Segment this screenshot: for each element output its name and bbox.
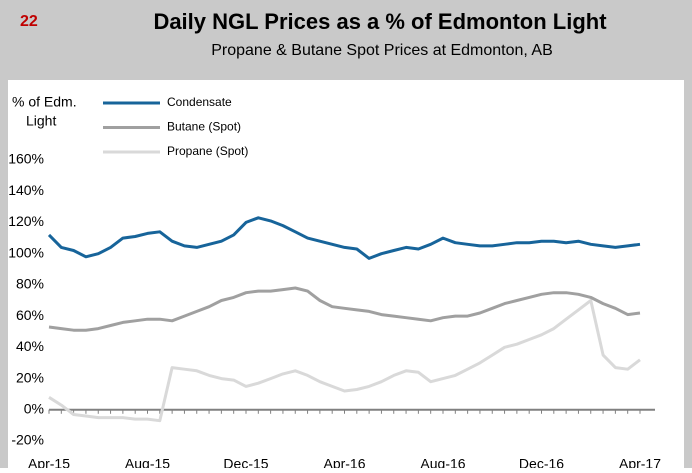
y-tick-label: 100%	[8, 244, 44, 260]
line-series	[48, 299, 641, 423]
x-tick-label: Aug-15	[125, 456, 170, 468]
x-tick-label: Dec-15	[223, 456, 268, 468]
legend-label: Butane (Spot)	[167, 120, 241, 134]
y-tick-label: 160%	[8, 151, 44, 167]
line-series	[47, 216, 641, 260]
x-tick-label: Apr-16	[323, 456, 365, 468]
x-tick-label: Aug-16	[420, 456, 465, 468]
y-tick-label: 40%	[16, 338, 44, 354]
chart-title: Daily NGL Prices as a % of Edmonton Ligh…	[153, 9, 607, 34]
y-tick-label: 0%	[24, 400, 44, 416]
legend-label: Condensate	[167, 95, 232, 109]
y-tick-label: 80%	[16, 276, 44, 292]
y-tick-label: 140%	[8, 182, 44, 198]
y-axis-label: % of Edm.	[12, 94, 77, 110]
x-tick-label: Apr-17	[619, 456, 661, 468]
plot-panel	[8, 80, 684, 468]
line-series	[48, 286, 641, 332]
x-tick-label: Apr-15	[28, 456, 70, 468]
chart-subtitle: Propane & Butane Spot Prices at Edmonton…	[211, 42, 553, 59]
y-axis-label: Light	[26, 113, 56, 129]
y-tick-label: 120%	[8, 213, 44, 229]
y-tick-label: 20%	[16, 369, 44, 385]
y-tick-label: 60%	[16, 307, 44, 323]
y-tick-label: -20%	[11, 432, 44, 448]
slide-number: 22	[20, 13, 38, 30]
x-tick-label: Dec-16	[519, 456, 564, 468]
legend-label: Propane (Spot)	[167, 144, 248, 158]
